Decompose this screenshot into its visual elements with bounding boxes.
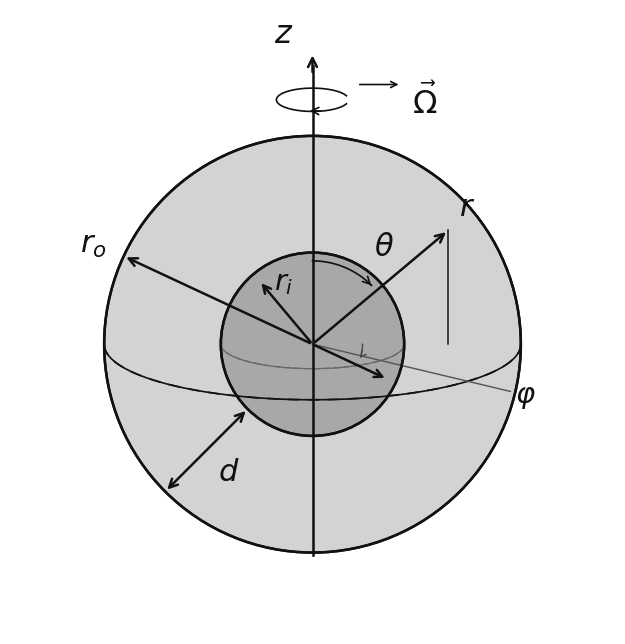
Circle shape [104, 136, 521, 553]
Text: $r_o$: $r_o$ [81, 231, 107, 260]
Text: $r$: $r$ [459, 193, 476, 222]
Text: $d$: $d$ [218, 458, 239, 487]
Text: $\vec{\Omega}$: $\vec{\Omega}$ [412, 84, 437, 121]
Text: $r_i$: $r_i$ [274, 269, 293, 297]
Circle shape [221, 252, 404, 436]
Text: $\varphi$: $\varphi$ [515, 383, 536, 411]
Text: $z$: $z$ [274, 19, 293, 50]
Text: $\theta$: $\theta$ [374, 232, 394, 261]
